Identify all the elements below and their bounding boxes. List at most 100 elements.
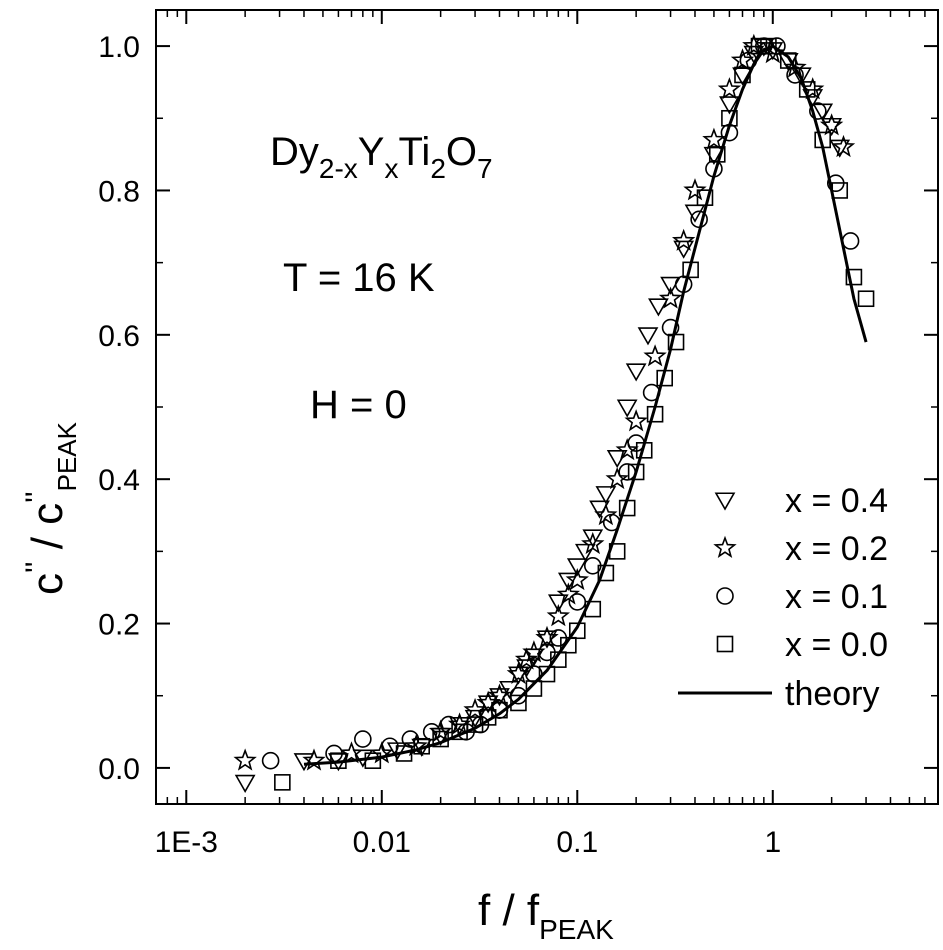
data-point-triangle-down — [616, 399, 638, 418]
x-axis-title-main: f / f — [478, 886, 540, 935]
data-point-triangle-down — [516, 659, 537, 678]
formula-annotation: Dy2-xYxTi2O7 — [270, 130, 493, 184]
x-tick-label: 1 — [764, 826, 781, 859]
y-tick-label: 0.6 — [98, 320, 140, 353]
y-axis-title-c2: / c — [23, 503, 72, 562]
x-tick-label: 1E-3 — [155, 826, 218, 859]
data-point-star — [683, 178, 707, 201]
legend-marker-triangle-down — [714, 492, 736, 511]
legend: x = 0.4 x = 0.2 x = 0.1 x = 0.0 theory — [678, 482, 888, 713]
data-point-square — [750, 37, 768, 55]
data-point-circle — [661, 318, 680, 337]
data-point-triangle-down — [719, 96, 740, 115]
data-point-triangle-down — [582, 529, 604, 548]
x-axis-title-sub: PEAK — [539, 914, 614, 945]
legend-label-x01: x = 0.1 — [785, 578, 888, 616]
data-point-triangle-down — [293, 753, 315, 772]
legend-entry-theory: theory — [678, 675, 880, 713]
data-point-star — [594, 502, 618, 526]
data-point-star — [671, 228, 696, 251]
data-point-star — [605, 466, 629, 490]
data-point-circle — [809, 102, 827, 120]
legend-label-x00: x = 0.0 — [785, 626, 888, 664]
data-point-triangle-down — [464, 709, 486, 728]
data-point-triangle-down — [637, 327, 659, 346]
theory-curve — [303, 44, 868, 766]
data-point-star — [565, 567, 589, 591]
data-point-star — [624, 409, 648, 432]
legend-star-icon — [713, 535, 737, 558]
data-point-square — [627, 463, 645, 481]
x-axis-title: f / fPEAK — [478, 886, 614, 945]
formula-part-4: Ti — [398, 130, 430, 174]
legend-triangle-down-icon — [714, 492, 736, 511]
theory-layer — [303, 44, 868, 766]
data-point-square — [760, 37, 777, 55]
legend-circle-icon — [716, 587, 734, 605]
data-point-star — [447, 712, 472, 735]
data-point-square — [364, 752, 382, 769]
data-point-square — [274, 774, 291, 791]
y-axis-title: c'' / c''PEAK — [20, 421, 82, 595]
legend-label-x04: x = 0.4 — [785, 482, 888, 520]
data-point-triangle-down — [673, 240, 695, 259]
legend-entry-x00: x = 0.0 — [716, 626, 888, 664]
data-point-star — [643, 344, 667, 367]
data-point-star — [581, 531, 605, 555]
data-point-square — [525, 680, 543, 697]
legend-marker-square — [716, 635, 734, 653]
data-point-triangle-down — [648, 298, 669, 317]
y-tick-label: 1.0 — [98, 31, 140, 64]
data-point-star — [487, 683, 512, 706]
data-point-square — [510, 694, 527, 712]
data-point-star — [506, 661, 531, 685]
y-axis-title-sub: PEAK — [52, 421, 82, 491]
y-tick-label: 0.4 — [98, 464, 140, 497]
data-point-square — [845, 268, 863, 286]
data-point-triangle-down — [574, 543, 596, 562]
formula-part-3: x — [384, 153, 398, 184]
y-tick-label: 0.0 — [98, 753, 140, 786]
data-point-triangle-down — [829, 139, 851, 158]
data-point-star — [233, 748, 257, 771]
data-point-star — [428, 719, 453, 742]
data-point-triangle-down — [595, 486, 617, 505]
legend-entry-x02: x = 0.2 — [713, 530, 888, 568]
data-point-star — [717, 77, 742, 100]
data-point-circle — [354, 730, 372, 748]
legend-marker-star — [713, 535, 737, 558]
data-point-star — [546, 604, 571, 627]
x-tick-label: 0.1 — [556, 826, 598, 859]
data-point-circle — [841, 232, 860, 250]
data-point-triangle-down — [566, 558, 588, 577]
data-point-square — [568, 622, 586, 640]
data-point-star — [615, 438, 639, 461]
legend-square-icon — [716, 635, 734, 653]
data-point-triangle-down — [625, 363, 647, 382]
data-point-star — [783, 55, 807, 78]
formula-part-1: 2-x — [319, 153, 358, 184]
y-tick-label: 0.8 — [98, 175, 140, 208]
data-point-star — [831, 134, 856, 158]
formula-part-6: O — [446, 130, 477, 174]
data-point-square — [857, 290, 875, 308]
x-tick-label: 0.01 — [353, 826, 411, 859]
data-point-star — [658, 286, 683, 309]
formula-part-0: Dy — [270, 130, 319, 174]
data-point-triangle-down — [743, 45, 765, 64]
field-annotation: H = 0 — [310, 383, 407, 427]
data-point-star — [463, 697, 487, 721]
legend-label-theory: theory — [785, 675, 880, 713]
data-point-star — [522, 640, 546, 663]
y-tick-label: 0.2 — [98, 609, 140, 642]
data-point-circle — [261, 751, 280, 770]
axis-ticks: 1E-3 0.01 0.1 1 0.0 0.2 0.4 0.6 0.8 1.0 — [98, 10, 938, 859]
legend-entry-x04: x = 0.4 — [714, 482, 888, 520]
formula-part-5: 2 — [430, 153, 446, 184]
data-point-square — [538, 665, 556, 683]
data-point-square — [491, 701, 508, 719]
formula-part-7: 7 — [477, 153, 493, 184]
legend-entry-x01: x = 0.1 — [716, 578, 888, 616]
legend-marker-circle — [716, 587, 734, 605]
